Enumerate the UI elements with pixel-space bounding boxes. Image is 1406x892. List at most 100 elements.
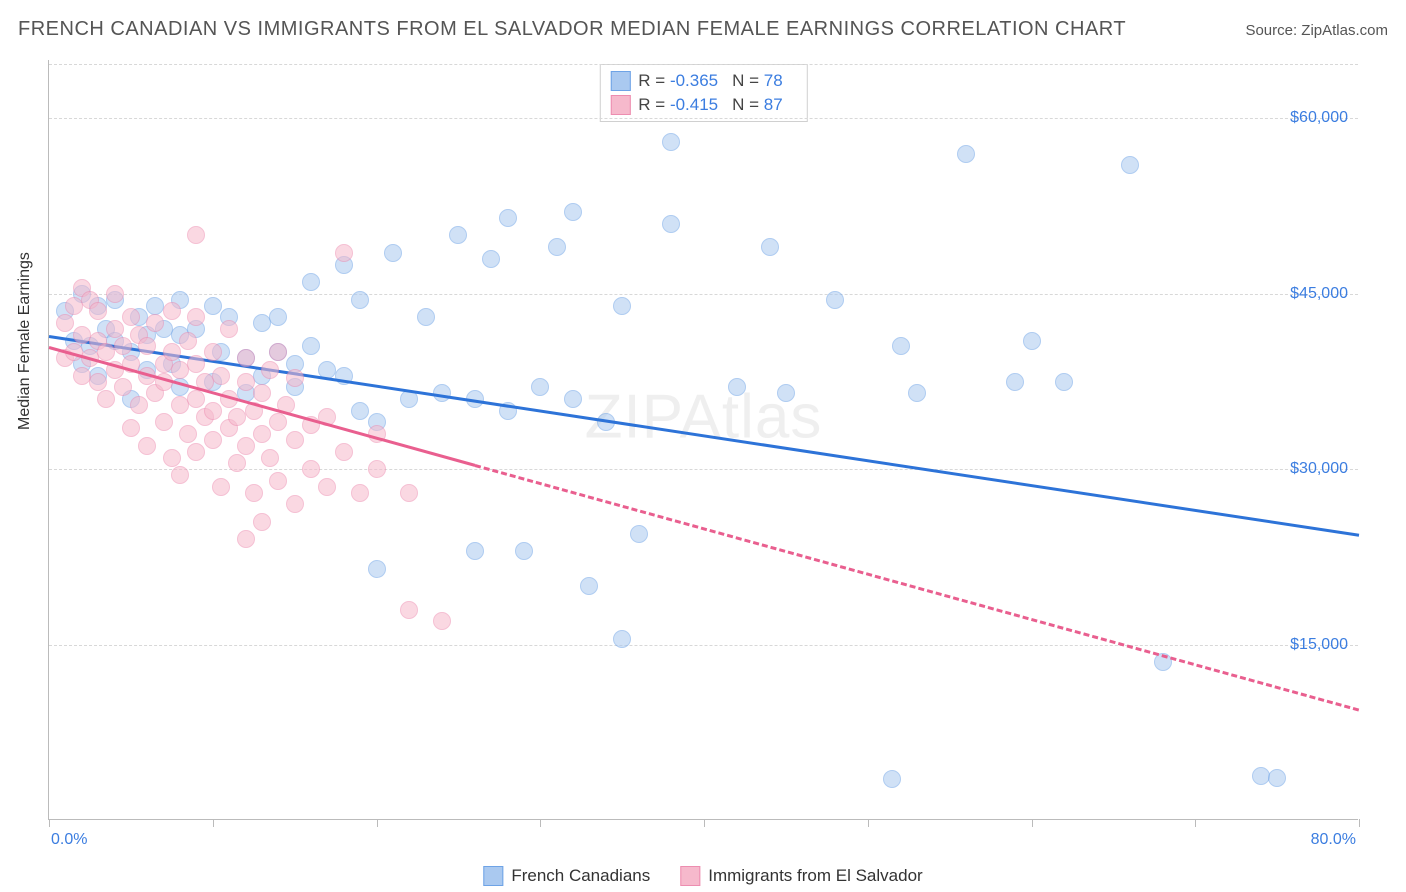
data-point [122,308,140,326]
data-point [466,542,484,560]
x-tick [1195,819,1196,827]
legend-swatch [610,95,630,115]
data-point [1268,769,1286,787]
x-tick [704,819,705,827]
y-tick-label: $30,000 [1290,460,1348,478]
data-point [908,384,926,402]
data-point [138,337,156,355]
legend-label: French Canadians [511,866,650,886]
legend-row: R = -0.365N = 78 [610,69,796,93]
legend-item: French Canadians [483,866,650,886]
data-point [171,396,189,414]
x-tick [540,819,541,827]
data-point [179,425,197,443]
data-point [662,215,680,233]
data-point [302,460,320,478]
data-point [368,560,386,578]
data-point [204,343,222,361]
data-point [204,402,222,420]
chart-title: FRENCH CANADIAN VS IMMIGRANTS FROM EL SA… [18,18,1126,41]
data-point [777,384,795,402]
data-point [73,367,91,385]
data-point [892,337,910,355]
x-tick [213,819,214,827]
data-point [351,291,369,309]
data-point [204,297,222,315]
correlation-legend: R = -0.365N = 78R = -0.415N = 87 [599,64,807,122]
data-point [351,484,369,502]
x-axis-min-label: 0.0% [51,831,87,849]
data-point [1023,332,1041,350]
data-point [187,390,205,408]
x-tick [868,819,869,827]
data-point [179,332,197,350]
data-point [630,525,648,543]
data-point [253,384,271,402]
data-point [89,373,107,391]
data-point [171,466,189,484]
gridline [49,294,1358,295]
data-point [204,431,222,449]
data-point [613,630,631,648]
data-point [130,396,148,414]
data-point [89,302,107,320]
data-point [580,577,598,595]
data-point [163,343,181,361]
data-point [106,285,124,303]
data-point [56,314,74,332]
legend-text: R = -0.365N = 78 [638,71,796,91]
data-point [146,314,164,332]
data-point [155,413,173,431]
legend-item: Immigrants from El Salvador [680,866,922,886]
data-point [368,460,386,478]
data-point [449,226,467,244]
data-point [122,419,140,437]
data-point [883,770,901,788]
data-point [400,484,418,502]
x-tick [49,819,50,827]
x-axis-max-label: 80.0% [1311,831,1356,849]
y-tick-label: $45,000 [1290,285,1348,303]
data-point [261,449,279,467]
data-point [564,390,582,408]
data-point [1055,373,1073,391]
data-point [228,454,246,472]
trend-line [474,464,1359,712]
data-point [245,484,263,502]
data-point [302,337,320,355]
data-point [433,612,451,630]
data-point [286,431,304,449]
data-point [163,302,181,320]
gridline [49,64,1358,65]
data-point [564,203,582,221]
data-point [515,542,533,560]
data-point [613,297,631,315]
data-point [417,308,435,326]
scatter-plot-area: ZIPAtlas R = -0.365N = 78R = -0.415N = 8… [48,60,1358,820]
data-point [482,250,500,268]
data-point [1006,373,1024,391]
data-point [171,361,189,379]
gridline [49,118,1358,119]
data-point [335,443,353,461]
data-point [97,343,115,361]
series-legend: French Canadians Immigrants from El Salva… [483,866,922,886]
data-point [146,297,164,315]
y-tick-label: $15,000 [1290,636,1348,654]
source-label: Source: ZipAtlas.com [1245,22,1388,39]
data-point [187,226,205,244]
data-point [261,361,279,379]
x-tick [1032,819,1033,827]
data-point [1121,156,1139,174]
data-point [220,320,238,338]
y-tick-label: $60,000 [1290,109,1348,127]
data-point [531,378,549,396]
data-point [253,314,271,332]
data-point [957,145,975,163]
data-point [106,320,124,338]
data-point [548,238,566,256]
data-point [73,326,91,344]
data-point [253,513,271,531]
data-point [351,402,369,420]
data-point [384,244,402,262]
